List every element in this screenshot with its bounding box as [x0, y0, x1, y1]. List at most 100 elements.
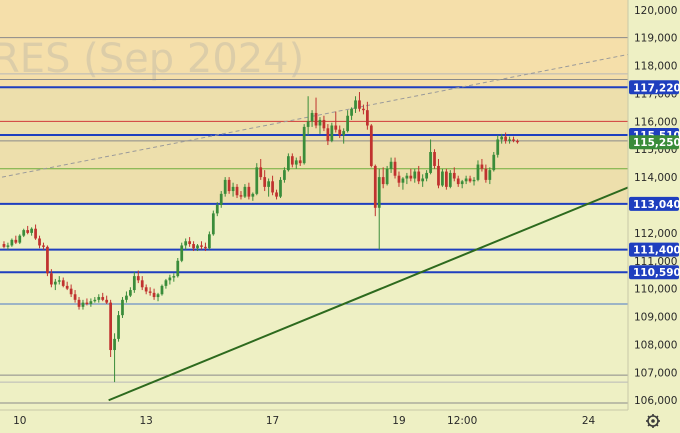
candle-body — [247, 186, 251, 197]
candle-body — [488, 170, 492, 180]
candle-body — [18, 235, 22, 243]
candle-body — [81, 302, 85, 307]
watermark-text: RES (Sep 2024) — [0, 36, 304, 82]
y-tick-label: 108,000 — [634, 339, 677, 351]
candle-body — [326, 128, 330, 141]
candle-body — [156, 294, 160, 298]
last-price-label: 115,250 — [633, 137, 680, 149]
candle-body — [105, 299, 109, 303]
trend-line — [1, 49, 650, 178]
candle-body — [2, 244, 6, 247]
candle-body — [144, 287, 148, 292]
candle-body — [109, 302, 112, 351]
y-axis-panel — [628, 0, 680, 433]
candle-body — [85, 302, 89, 305]
y-tick-label: 111,000 — [634, 256, 677, 268]
candle-body — [298, 160, 302, 164]
candle-body — [168, 277, 172, 281]
candle-body — [50, 273, 53, 285]
price-level-badge-label: 117,220 — [633, 82, 680, 94]
candle-body — [132, 276, 136, 291]
candle-body — [251, 193, 255, 197]
candle-body — [34, 228, 37, 239]
candle-body — [42, 245, 45, 247]
candle-body — [448, 172, 452, 187]
candle-body — [306, 121, 310, 127]
candle-body — [484, 168, 488, 180]
settings-gear-icon[interactable] — [646, 414, 660, 428]
candle-body — [445, 171, 448, 187]
candle-body — [275, 192, 278, 197]
y-tick-label: 112,000 — [634, 228, 677, 240]
y-tick-label: 110,000 — [634, 284, 677, 296]
candle-body — [421, 178, 425, 182]
candle-body — [342, 131, 346, 136]
candles — [2, 92, 519, 383]
trend-line — [108, 177, 651, 402]
candle-body — [211, 213, 215, 235]
candle-body — [476, 164, 480, 180]
candle-body — [290, 156, 294, 165]
candle-body — [409, 175, 413, 179]
x-tick-label: 24 — [582, 415, 596, 427]
candle-body — [93, 299, 97, 302]
candle-body — [314, 112, 318, 126]
candle-body — [338, 129, 342, 136]
candle-body — [401, 178, 405, 183]
candle-body — [389, 161, 393, 169]
candle-body — [160, 285, 164, 295]
price-level-badge-label: 113,040 — [633, 199, 680, 211]
candle-body — [101, 297, 105, 300]
candle-body — [322, 119, 326, 129]
candle-body — [460, 181, 464, 185]
candle-body — [46, 246, 49, 274]
candle-body — [215, 205, 219, 214]
gear-center — [651, 419, 655, 423]
candle-body — [57, 280, 61, 282]
y-tick-label: 106,000 — [634, 395, 677, 407]
candle-body — [38, 238, 41, 246]
candle-body — [385, 168, 389, 185]
candle-body — [77, 299, 81, 307]
candle-body — [121, 299, 124, 316]
price-level-badge-label: 111,400 — [633, 245, 680, 257]
candle-body — [334, 125, 338, 130]
gear-tooth — [647, 423, 651, 427]
candle-body — [283, 170, 286, 180]
candle-body — [464, 178, 468, 182]
candle-body — [6, 245, 10, 247]
x-tick-label: 19 — [392, 415, 405, 427]
candle-body — [172, 276, 176, 278]
candle-body — [350, 108, 353, 116]
candle-body — [73, 294, 77, 300]
candle-body — [231, 186, 235, 192]
candle-body — [456, 178, 460, 185]
candle-body — [492, 154, 496, 171]
candle-body — [239, 195, 243, 197]
candle-body — [441, 171, 444, 186]
candle-body — [200, 245, 203, 247]
candle-body — [271, 181, 274, 193]
candle-body — [26, 230, 30, 233]
candle-body — [227, 179, 231, 192]
candle-body — [504, 136, 507, 141]
candle-body — [413, 171, 417, 179]
y-tick-label: 118,000 — [634, 61, 677, 73]
y-tick-label: 114,000 — [634, 172, 677, 184]
candle-body — [500, 136, 504, 140]
y-tick-label: 116,000 — [634, 116, 677, 128]
candle-body — [425, 172, 428, 179]
candle-body — [354, 100, 357, 109]
y-tick-label: 119,000 — [634, 33, 677, 45]
candle-body — [53, 281, 57, 285]
candle-body — [14, 239, 18, 243]
candle-body — [381, 177, 385, 185]
price-level-badge — [629, 265, 679, 280]
price-level-badge — [629, 80, 679, 95]
y-tick-label: 107,000 — [634, 367, 677, 379]
candle-body — [192, 244, 195, 249]
candle-body — [369, 125, 373, 166]
candle-body — [117, 315, 120, 339]
candle-body — [397, 175, 401, 183]
